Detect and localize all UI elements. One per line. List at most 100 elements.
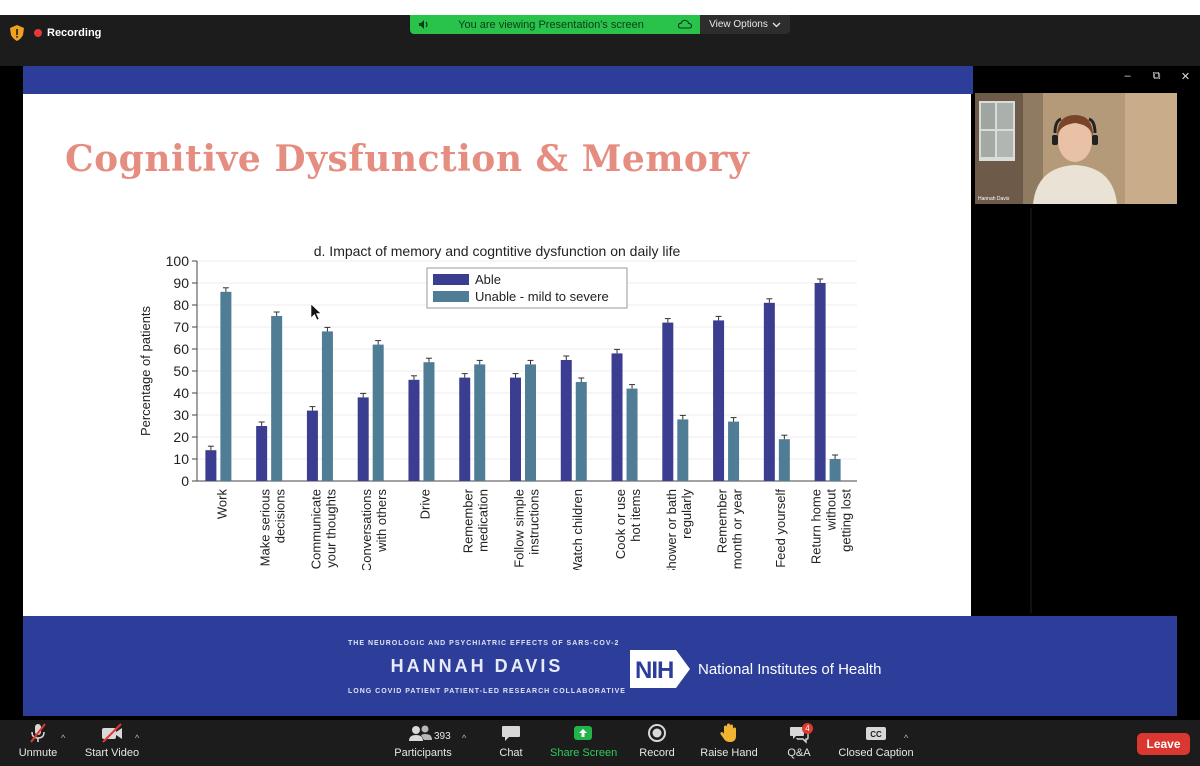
slide-footer-band <box>23 616 1177 716</box>
y-tick-label: 50 <box>173 363 189 379</box>
minimize-icon[interactable]: – <box>1124 70 1131 82</box>
y-tick-label: 20 <box>173 429 189 445</box>
caption-options-caret[interactable]: ^ <box>904 733 909 743</box>
raise-hand-button[interactable]: Raise Hand <box>700 722 758 764</box>
panel-divider <box>1030 208 1032 613</box>
participants-options-caret[interactable]: ^ <box>462 733 467 743</box>
speaker-icon <box>419 20 428 29</box>
x-tick-label: Return home <box>809 489 824 564</box>
view-options-label: View Options <box>709 19 768 30</box>
chat-button[interactable]: Chat <box>494 722 528 764</box>
bar-unable <box>271 316 283 481</box>
participants-button[interactable]: Participants <box>394 722 452 764</box>
bar-able <box>459 377 471 481</box>
share-banner-text: You are viewing Presentation's screen <box>458 18 644 31</box>
participants-count: 393 <box>434 731 451 742</box>
leave-button[interactable]: Leave <box>1137 733 1190 755</box>
x-tick-label: Work <box>214 489 229 520</box>
nih-logo-icon: NIH <box>630 650 690 688</box>
x-tick-label: Feed yourself <box>773 489 788 568</box>
x-tick-label: regularly <box>679 489 694 539</box>
x-tick-label: Watch children <box>570 489 585 570</box>
bar-able <box>560 360 572 481</box>
y-tick-label: 70 <box>173 319 189 335</box>
x-tick-label: Conversations <box>359 489 374 570</box>
x-tick-label: Remember <box>715 488 730 553</box>
close-icon[interactable]: ✕ <box>1180 70 1191 83</box>
x-tick-label: Drive <box>417 489 432 519</box>
meeting-toolbar <box>0 720 1200 766</box>
x-tick-label: medication <box>476 489 491 552</box>
unmute-button[interactable]: Unmute <box>16 722 60 764</box>
top-strip <box>0 0 1200 15</box>
bar-able <box>713 320 725 481</box>
footer-presenter-name: HANNAH DAVIS <box>390 656 564 676</box>
record-icon <box>648 724 666 742</box>
bar-able <box>408 379 420 481</box>
legend-swatch <box>433 274 469 285</box>
legend-label: Able <box>475 272 501 287</box>
start-video-button[interactable]: Start Video <box>84 722 140 764</box>
restore-icon[interactable]: ⧉ <box>1152 69 1161 82</box>
video-options-caret[interactable]: ^ <box>135 733 140 743</box>
bar-unable <box>829 459 841 481</box>
chart-title: d. Impact of memory and cogntitive dysfu… <box>314 243 681 259</box>
x-tick-label: Make serious <box>258 489 273 567</box>
y-tick-label: 100 <box>166 253 190 269</box>
participants-icon <box>409 725 432 741</box>
legend-swatch <box>433 291 469 302</box>
cc-icon-text: CC <box>870 730 882 739</box>
bar-able <box>814 283 826 481</box>
slide-top-band <box>23 66 973 94</box>
qa-button[interactable]: Q&A <box>784 722 814 764</box>
x-tick-label: hot items <box>628 489 643 542</box>
closed-caption-icon: CC <box>866 727 886 740</box>
record-button[interactable]: Record <box>638 722 676 764</box>
view-options-button[interactable]: View Options <box>700 15 790 34</box>
bar-unable <box>220 291 232 481</box>
y-tick-label: 30 <box>173 407 189 423</box>
footer-tagline: LONG COVID PATIENT PATIENT-LED RESEARCH … <box>348 688 626 695</box>
bar-unable <box>778 439 790 481</box>
raise-hand-icon <box>720 723 736 742</box>
legend-label: Unable - mild to severe <box>475 289 609 304</box>
bar-able <box>611 353 623 481</box>
x-tick-label: Remember <box>461 488 476 553</box>
bar-unable <box>525 364 536 481</box>
bar-unable <box>423 362 435 481</box>
chat-icon <box>502 726 520 741</box>
mic-muted-icon <box>30 723 46 743</box>
footer-subtitle: THE NEUROLOGIC AND PSYCHIATRIC EFFECTS O… <box>348 640 620 647</box>
nih-branding: NIH National Institutes of Health <box>630 650 881 688</box>
x-tick-label: Cook or use <box>613 489 628 559</box>
bar-unable <box>575 382 587 481</box>
bar-able <box>510 377 521 481</box>
share-screen-button[interactable]: Share Screen <box>550 722 617 764</box>
audio-options-caret[interactable]: ^ <box>61 733 66 743</box>
shield-icon <box>10 25 24 41</box>
y-tick-label: 80 <box>173 297 189 313</box>
record-label: Record <box>639 747 675 759</box>
bar-able <box>662 322 674 481</box>
x-tick-label: decisions <box>273 489 288 544</box>
y-tick-label: 60 <box>173 341 189 357</box>
impact-bar-chart: 0 10 20 30 40 50 60 70 80 90 100 d. Impact of memor… <box>138 243 857 570</box>
speaker-video-tile[interactable]: Hannah Davis <box>975 93 1177 204</box>
bar-able <box>306 410 318 481</box>
bar-unable <box>677 419 689 481</box>
cloud-icon <box>678 19 692 29</box>
recording-indicator[interactable]: Recording <box>10 24 101 42</box>
chat-label: Chat <box>499 747 523 759</box>
bar-able <box>763 302 775 481</box>
x-tick-label: Follow simple <box>512 489 527 568</box>
start-video-label: Start Video <box>84 747 140 759</box>
x-tick-label: without <box>824 489 839 532</box>
share-screen-icon <box>574 726 592 740</box>
bar-able <box>205 450 217 481</box>
video-feed <box>975 93 1177 204</box>
nih-name: National Institutes of Health <box>698 660 882 678</box>
participants-label: Participants <box>394 747 452 759</box>
y-axis-label: Percentage of patients <box>138 305 153 436</box>
closed-caption-button[interactable]: CC Closed Caption <box>838 722 914 764</box>
x-tick-label: Shower or bath <box>664 489 679 570</box>
